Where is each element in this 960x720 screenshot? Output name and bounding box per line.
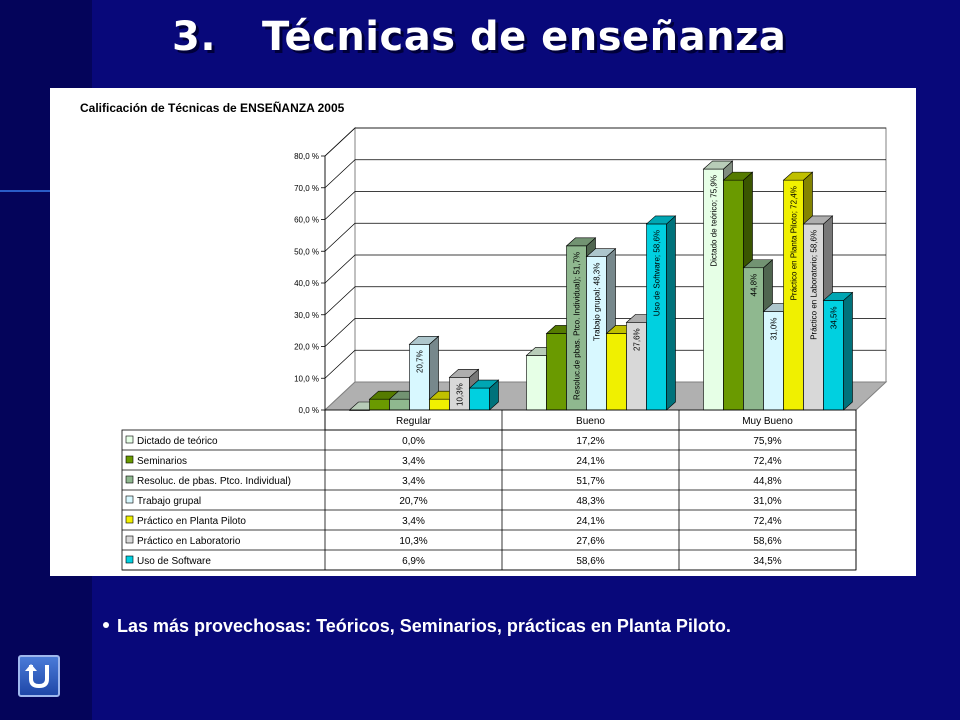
- y-tick-label: 20,0 %: [294, 343, 319, 352]
- legend-swatch: [125, 495, 134, 504]
- chart-title: Calificación de Técnicas de ENSEÑANZA 20…: [80, 100, 345, 115]
- table-cell: 3,4%: [402, 476, 425, 487]
- category-label: Bueno: [576, 416, 605, 427]
- legend-entry: Dictado de teórico: [137, 436, 218, 447]
- bar: [369, 398, 390, 411]
- y-tick-label: 80,0 %: [294, 152, 319, 161]
- title-number: 3.: [172, 14, 217, 60]
- table-body: [121, 429, 857, 571]
- bar-top: [742, 259, 774, 269]
- back-button[interactable]: [18, 655, 60, 697]
- bar-top: [722, 171, 754, 181]
- table-cell: 3,4%: [402, 516, 425, 527]
- legend-swatch: [125, 475, 134, 484]
- bar-top: [822, 292, 854, 301]
- bar-data-label: 44,8%: [750, 274, 759, 297]
- table-cell: 0,0%: [402, 436, 425, 447]
- bar-data-label: Trabajo grupal; 48,3%: [593, 263, 602, 341]
- bar-side: [843, 291, 853, 411]
- bar-data-label: 10,3%: [456, 383, 465, 406]
- y-tick-label: 40,0 %: [294, 279, 319, 288]
- y-tick-label: 0,0 %: [299, 406, 319, 415]
- bar-data-label: Uso de Software; 58,6%: [653, 230, 662, 316]
- y-tick-label: 70,0 %: [294, 184, 319, 193]
- legend-swatch: [125, 455, 134, 464]
- bar: [429, 398, 450, 411]
- left-accent-line: [0, 190, 50, 192]
- bar: [546, 333, 567, 411]
- y-tick-label: 10,0 %: [294, 374, 319, 383]
- bar-top: [702, 160, 734, 170]
- bar-data-label: Dictado de teórico; 75,9%: [710, 175, 719, 267]
- legend-entry: Resoluc. de pbas. Ptco. Individual): [137, 476, 291, 487]
- table-cell: 72,4%: [753, 516, 781, 527]
- legend-entry: Práctico en Laboratorio: [137, 536, 241, 547]
- table-cell: 31,0%: [753, 496, 781, 507]
- y-tick-label: 30,0 %: [294, 311, 319, 320]
- table-cell: 34,5%: [753, 556, 781, 567]
- bar-data-label: 31,0%: [770, 318, 779, 341]
- bar-side: [666, 215, 676, 411]
- table-cell: 24,1%: [576, 456, 604, 467]
- table-cell: 3,4%: [402, 456, 425, 467]
- legend-swatch: [125, 535, 134, 544]
- legend-entry: Seminarios: [137, 456, 187, 467]
- legend-entry: Práctico en Planta Piloto: [137, 516, 246, 527]
- y-tick-label: 60,0 %: [294, 216, 319, 225]
- bullet-dot: [103, 622, 109, 629]
- table-cell: 6,9%: [402, 556, 425, 567]
- bar: [526, 355, 547, 411]
- bar-chart: Calificación de Técnicas de ENSEÑANZA 20…: [80, 100, 888, 571]
- bullet-item: Las más provechosas: Teóricos, Seminario…: [103, 616, 731, 637]
- y-tick-label: 50,0 %: [294, 247, 319, 256]
- bar: [389, 398, 410, 411]
- bar-top: [585, 248, 617, 257]
- legend-swatch: [125, 515, 134, 524]
- u-turn-back-icon: [25, 664, 49, 689]
- legend-swatch: [125, 435, 134, 444]
- bar: [723, 179, 744, 411]
- bullet-text: Las más provechosas: Teóricos, Seminario…: [117, 616, 731, 636]
- table-cell: 27,6%: [576, 536, 604, 547]
- category-label: Regular: [396, 416, 432, 427]
- table-cell: 20,7%: [399, 496, 427, 507]
- category-label: Muy Bueno: [742, 416, 793, 427]
- bar-top: [782, 171, 814, 181]
- bar-top: [468, 379, 500, 389]
- bar-data-label: 34,5%: [830, 306, 839, 329]
- table-cell: 75,9%: [753, 436, 781, 447]
- bar-top: [645, 215, 677, 225]
- table-cell: 58,6%: [753, 536, 781, 547]
- bar-data-label: 20,7%: [416, 350, 425, 373]
- bar-top: [408, 335, 440, 345]
- chart-panel: Calificación de Técnicas de ENSEÑANZA 20…: [50, 88, 916, 576]
- bar-top: [802, 215, 834, 225]
- bar: [469, 387, 490, 411]
- table-cell: 17,2%: [576, 436, 604, 447]
- table-cell: 48,3%: [576, 496, 604, 507]
- table-cell: 10,3%: [399, 536, 427, 547]
- bar-data-label: Práctico en Planta Piloto; 72,4%: [790, 186, 799, 300]
- title-text: Técnicas de enseñanza: [262, 14, 787, 60]
- table-cell: 58,6%: [576, 556, 604, 567]
- bar: [606, 333, 627, 411]
- bar-data-label: Práctico en Laboratorio; 58,6%: [810, 230, 819, 340]
- legend-entry: Uso de Software: [137, 556, 211, 567]
- table-cell: 44,8%: [753, 476, 781, 487]
- table-cell: 24,1%: [576, 516, 604, 527]
- bar-data-label: Resoluc.de pbas. Ptco. Individual); 51,7…: [573, 252, 582, 400]
- legend-swatch: [125, 555, 134, 564]
- bar-top: [448, 368, 480, 378]
- bar-top: [565, 237, 597, 247]
- table-cell: 51,7%: [576, 476, 604, 487]
- legend-entry: Trabajo grupal: [137, 496, 201, 507]
- bar-data-label: 27,6%: [633, 328, 642, 351]
- gridline: [324, 127, 886, 157]
- table-cell: 72,4%: [753, 456, 781, 467]
- gridline: [324, 159, 886, 189]
